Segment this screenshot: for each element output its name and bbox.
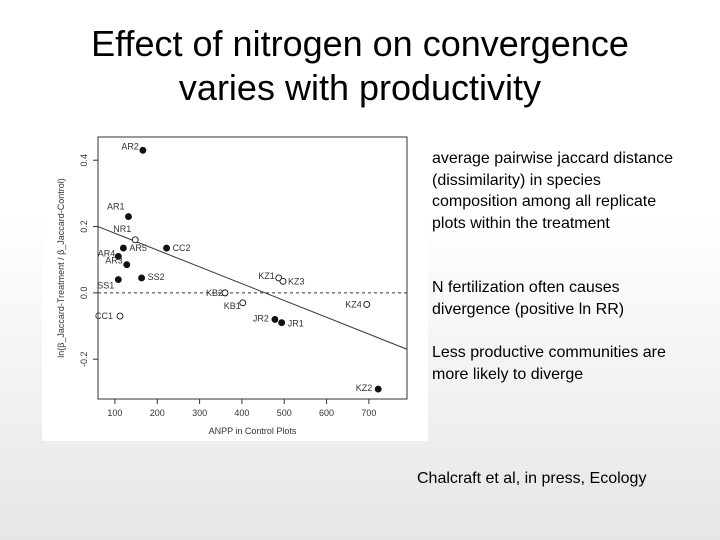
bullet-n-fertilization: N fertilization often causes divergence … xyxy=(432,279,625,318)
data-point-label-kz4: KZ4 xyxy=(345,299,362,309)
x-tick-label: 100 xyxy=(107,408,122,418)
scatter-plot: 100 200 300 400 500 600 700 -0.2 0.0 0.2 0.4 ANPP i… xyxy=(56,136,408,436)
data-point-ar1 xyxy=(125,213,132,221)
data-point-ar3 xyxy=(123,261,131,269)
data-point-kz4 xyxy=(363,301,371,308)
data-point-jr2 xyxy=(271,315,279,323)
x-tick-label: 700 xyxy=(361,408,376,418)
regression-line xyxy=(97,226,408,350)
data-point-ar4 xyxy=(114,252,122,260)
x-tick-label: 400 xyxy=(234,408,249,418)
data-point-cc1 xyxy=(116,312,124,320)
data-point-kb2 xyxy=(221,289,229,297)
data-point-label-kz1: KZ1 xyxy=(258,271,275,281)
x-tick-label: 200 xyxy=(150,408,165,418)
data-point-kz2 xyxy=(374,385,382,393)
data-point-ar5 xyxy=(119,244,127,252)
data-point-label-kb2: KB2 xyxy=(206,288,223,298)
bullet-less-productive: Less productive communities are more lik… xyxy=(432,344,666,383)
data-point-label-kz3: KZ3 xyxy=(288,276,305,286)
title-line-1: Effect of nitrogen on convergence xyxy=(91,23,629,64)
scatter-plot-panel: 100 200 300 400 500 600 700 -0.2 0.0 0.2 0.4 ANPP i… xyxy=(42,127,428,441)
data-point-label-kb1: KB1 xyxy=(224,301,241,311)
x-tick-label: 500 xyxy=(277,408,292,418)
data-point-label-ss1: SS1 xyxy=(97,281,114,291)
slide-title: Effect of nitrogen on convergence varies… xyxy=(0,22,720,110)
data-point-label-jr1: JR1 xyxy=(288,319,304,329)
data-point-label-ar1: AR1 xyxy=(107,202,125,212)
data-point-label-ar3: AR3 xyxy=(105,256,123,266)
data-point-label-cc1: CC1 xyxy=(95,311,113,321)
data-point-label-jr2: JR2 xyxy=(253,313,269,323)
x-tick-label: 600 xyxy=(319,408,334,418)
data-point-label-kz2: KZ2 xyxy=(356,383,373,393)
data-point-ss2 xyxy=(138,274,146,282)
data-point-label-nr1: NR1 xyxy=(113,224,131,234)
data-point-cc2 xyxy=(163,244,171,252)
x-axis-label: ANPP in Control Plots xyxy=(209,426,297,436)
data-point-label-ar4: AR4 xyxy=(98,248,116,258)
data-point-nr1 xyxy=(131,236,139,244)
data-point-jr1 xyxy=(278,319,286,327)
data-point-ss1 xyxy=(114,276,122,284)
data-point-label-ss2: SS2 xyxy=(148,272,165,282)
data-point-kb1 xyxy=(239,299,247,307)
data-point-label-ar2: AR2 xyxy=(121,141,139,151)
data-point-label-ar5: AR5 xyxy=(129,243,147,253)
x-tick-label: 300 xyxy=(192,408,207,418)
y-tick-label: 0.2 xyxy=(79,220,89,233)
data-point-label-cc2: CC2 xyxy=(173,243,191,253)
y-axis-label: ln(β_Jaccard-Treatment / β_Jaccard-Contr… xyxy=(56,178,66,358)
y-tick-label: 0.4 xyxy=(79,154,89,167)
plot-frame xyxy=(97,136,408,400)
bullet-jaccard-definition: average pairwise jaccard distance (dissi… xyxy=(432,150,674,232)
citation: Chalcraft et al, in press, Ecology xyxy=(417,470,647,487)
data-point-kz3 xyxy=(279,277,287,285)
y-tick-label: -0.2 xyxy=(79,351,89,367)
y-tick-label: 0.0 xyxy=(79,287,89,300)
data-point-ar2 xyxy=(139,146,147,154)
title-line-2: varies with productivity xyxy=(178,67,542,108)
